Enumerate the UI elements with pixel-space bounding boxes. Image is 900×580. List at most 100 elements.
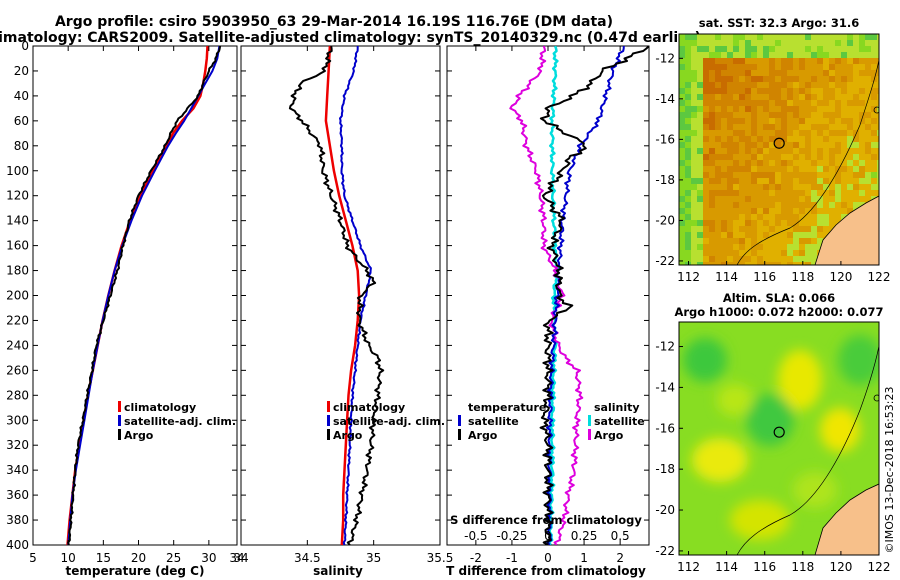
sst-pixel [751,100,757,106]
sst-pixel [793,262,799,265]
sst-pixel [871,130,877,136]
sst-pixel [841,190,847,196]
sst-pixel [793,106,799,112]
sst-pixel [709,226,715,232]
x-tick-label: 30 [201,551,216,565]
sst-pixel [745,202,751,208]
sst-pixel [853,88,859,94]
sst-pixel [679,100,685,106]
x-tick-label: 2 [616,551,624,565]
sst-pixel [775,40,781,46]
sst-pixel [823,208,829,214]
sst-pixel [745,226,751,232]
s-tick-label: 0.5 [611,529,630,543]
sst-pixel [703,244,709,250]
sst-pixel [721,130,727,136]
sst-pixel [799,202,805,208]
sst-pixel [697,40,703,46]
sst-pixel [793,52,799,58]
sst-pixel [835,112,841,118]
sst-pixel [703,40,709,46]
sst-pixel [841,106,847,112]
sst-pixel [757,238,763,244]
sst-pixel [835,190,841,196]
sst-pixel [763,136,769,142]
sst-land-mass [814,195,879,265]
sst-pixel [817,76,823,82]
sst-pixel [841,178,847,184]
sst-pixel [685,202,691,208]
sst-pixel [739,40,745,46]
sst-pixel [697,34,703,40]
sst-pixel [841,46,847,52]
sst-pixel [745,208,751,214]
sst-pixel [853,142,859,148]
sst-pixel [715,70,721,76]
sst-pixel [811,106,817,112]
sst-pixel [709,208,715,214]
sst-pixel [697,190,703,196]
sst-pixel [835,106,841,112]
sst-pixel [715,172,721,178]
sst-pixel [727,112,733,118]
sst-pixel [775,196,781,202]
sst-pixel [697,250,703,256]
sst-pixel [877,112,879,118]
sst-pixel [871,136,877,142]
sst-pixel [727,106,733,112]
map-x-tick-label: 122 [868,270,891,284]
sst-pixel [751,196,757,202]
legend-swatch-climatology [327,401,330,412]
sst-pixel [787,250,793,256]
sst-pixel [781,124,787,130]
sst-pixel [853,124,859,130]
sst-pixel [853,106,859,112]
sst-pixel [763,232,769,238]
sst-pixel [847,136,853,142]
sst-pixel [859,118,865,124]
sst-pixel [733,52,739,58]
sst-pixel [805,244,811,250]
y-tick-label: 340 [6,463,29,477]
y-tick-label: 180 [6,264,29,278]
sst-pixel [811,202,817,208]
sst-pixel [721,226,727,232]
sst-pixel [865,106,871,112]
sst-pixel [829,220,835,226]
legend-label-satellite: satellite-adj. clim. [124,415,236,428]
sst-pixel [763,58,769,64]
sst-pixel [799,64,805,70]
sst-pixel [709,142,715,148]
sst-pixel [721,94,727,100]
sst-pixel [703,238,709,244]
sst-pixel [721,88,727,94]
sst-pixel [847,52,853,58]
sst-pixel [781,256,787,262]
sst-pixel [811,136,817,142]
sst-pixel [703,142,709,148]
temperature-plot-frame [32,45,238,546]
series-line-climatology [324,46,361,545]
sst-pixel [823,136,829,142]
sst-pixel [817,112,823,118]
sst-pixel [829,136,835,142]
sst-pixel [709,52,715,58]
sst-pixel [751,262,757,265]
sst-pixel [823,112,829,118]
sst-pixel [733,184,739,190]
sst-pixel [775,178,781,184]
sst-pixel [841,64,847,70]
sst-pixel [697,154,703,160]
sst-pixel [823,172,829,178]
sst-pixel [745,82,751,88]
sst-pixel [835,136,841,142]
sst-pixel [769,70,775,76]
sst-pixel [811,58,817,64]
sst-pixel [847,202,853,208]
sst-pixel [679,58,685,64]
sst-pixel [685,148,691,154]
sst-pixel [709,106,715,112]
sst-pixel [847,172,853,178]
sst-pixel [787,46,793,52]
sst-pixel [781,106,787,112]
